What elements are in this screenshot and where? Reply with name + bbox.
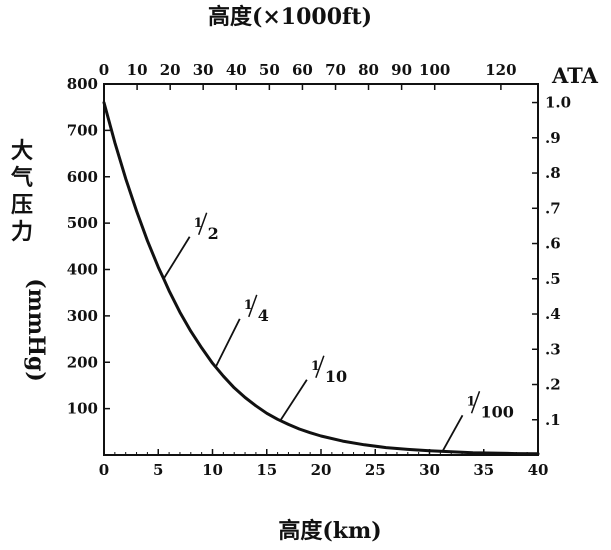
left-title-char: 压 [11, 192, 33, 218]
y-tick-label: 300 [67, 307, 98, 325]
right-tick-label: .3 [545, 340, 561, 358]
y-tick-label: 200 [67, 353, 98, 371]
x-tick-label: 30 [419, 461, 440, 479]
x-tick-label: 10 [202, 461, 223, 479]
top-tick-label: 70 [325, 61, 346, 79]
right-axis-title: ATA [551, 63, 599, 88]
y-tick-label: 800 [67, 75, 98, 93]
bottom-axis-title: 高度(km) [278, 518, 381, 544]
left-axis-title: 大 气 压 力 (mmHg) [10, 138, 49, 382]
annotation-leader [164, 237, 190, 279]
x-tick-label: 25 [365, 461, 386, 479]
annotation-leader [443, 415, 463, 451]
top-tick-label: 20 [160, 61, 181, 79]
top-tick-label: 30 [193, 61, 214, 79]
x-tick-label: 15 [256, 461, 277, 479]
top-tick-label: 100 [419, 61, 450, 79]
annotation-leader [216, 319, 240, 367]
left-title-char: 大 [11, 138, 33, 164]
right-tick-label: .5 [545, 270, 561, 288]
top-tick-label: 90 [391, 61, 412, 79]
annotation-denominator: 10 [325, 367, 347, 386]
right-tick-label: .7 [545, 199, 561, 217]
x-tick-label: 20 [311, 461, 332, 479]
x-tick-label: 0 [99, 461, 109, 479]
left-title-char: 气 [10, 165, 33, 191]
right-tick-label: .1 [545, 411, 561, 429]
top-tick-label: 120 [485, 61, 516, 79]
annotation-leader [281, 380, 307, 420]
y-tick-label: 100 [67, 400, 98, 418]
left-title-unit: (mmHg) [23, 278, 49, 382]
annotation-denominator: 4 [258, 306, 269, 325]
top-axis-title: 高度(×1000ft) [208, 4, 372, 30]
right-tick-label: .9 [545, 129, 561, 147]
y-tick-label: 400 [67, 261, 98, 279]
top-tick-label: 80 [358, 61, 379, 79]
right-tick-label: .2 [545, 376, 561, 394]
right-tick-label: .8 [545, 164, 561, 182]
left-title-char: 力 [11, 219, 33, 245]
y-tick-label: 500 [67, 214, 98, 232]
x-tick-label: 40 [528, 461, 549, 479]
y-tick-label: 600 [67, 168, 98, 186]
top-tick-label: 10 [127, 61, 148, 79]
annotation-denominator: 2 [208, 224, 219, 243]
annotation-denominator: 100 [481, 402, 514, 421]
right-tick-label: .4 [545, 305, 561, 323]
top-tick-label: 0 [99, 61, 109, 79]
y-tick-label: 700 [67, 121, 98, 139]
top-tick-label: 50 [259, 61, 280, 79]
top-tick-label: 40 [226, 61, 247, 79]
right-tick-label: .6 [545, 235, 561, 253]
x-tick-label: 5 [153, 461, 163, 479]
x-tick-label: 35 [473, 461, 494, 479]
right-tick-label: 1.0 [545, 94, 571, 112]
top-tick-label: 60 [292, 61, 313, 79]
